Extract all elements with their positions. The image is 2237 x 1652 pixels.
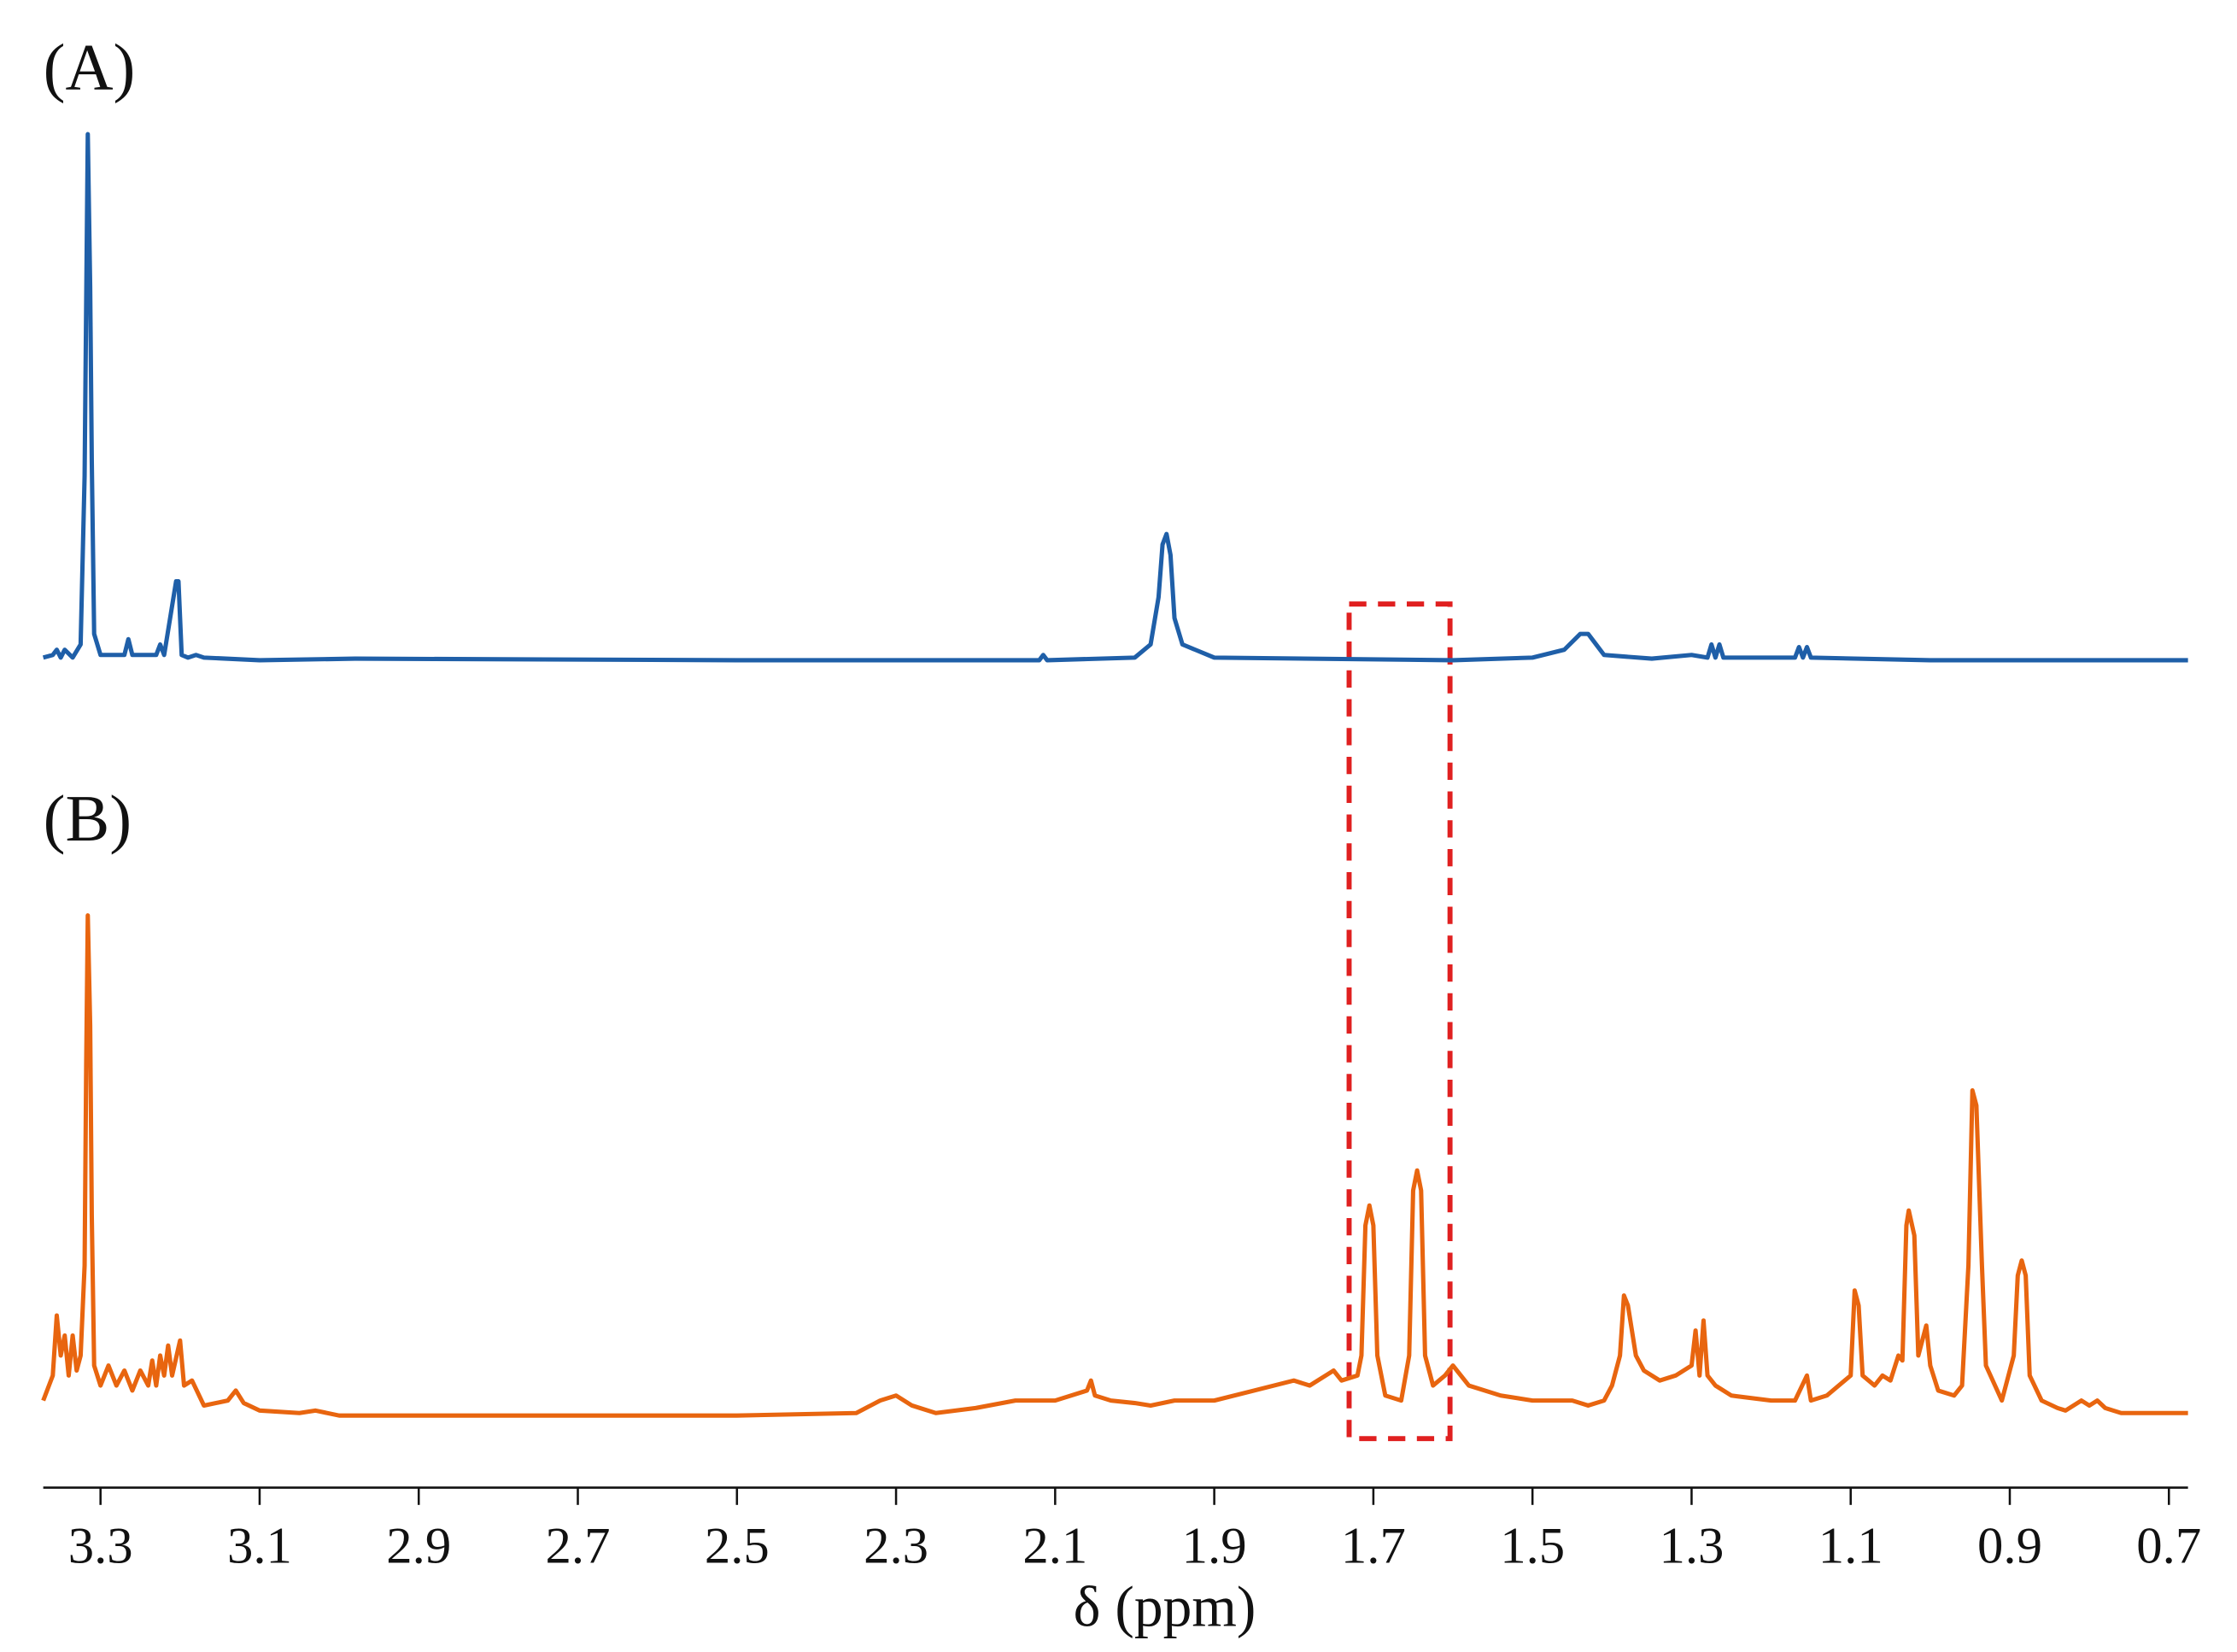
spectrum-line <box>42 132 2188 663</box>
x-tick-label: 2.7 <box>546 1517 611 1574</box>
x-tick-label: 3.3 <box>68 1517 133 1574</box>
series-label: (A) <box>44 31 136 104</box>
x-tick-label: 2.5 <box>705 1517 770 1574</box>
spectrum-line <box>41 913 2188 1418</box>
x-tick-label: 1.1 <box>1818 1517 1883 1574</box>
x-tick-label: 1.3 <box>1659 1517 1724 1574</box>
x-tick-label: 0.9 <box>1977 1517 2042 1574</box>
x-tick-label: 2.1 <box>1022 1517 1087 1574</box>
x-tick-label: 1.5 <box>1500 1517 1565 1574</box>
x-tick-label: 0.7 <box>2136 1517 2201 1574</box>
x-tick-label: 2.9 <box>386 1517 451 1574</box>
x-tick-label: 1.7 <box>1341 1517 1406 1574</box>
x-axis-label: δ (ppm) <box>1074 1575 1256 1639</box>
highlight-box <box>1346 601 1453 1442</box>
x-tick-label: 3.1 <box>227 1517 292 1574</box>
x-tick-label: 2.3 <box>864 1517 928 1574</box>
series-label: (B) <box>44 782 132 855</box>
x-tick-label: 1.9 <box>1182 1517 1247 1574</box>
